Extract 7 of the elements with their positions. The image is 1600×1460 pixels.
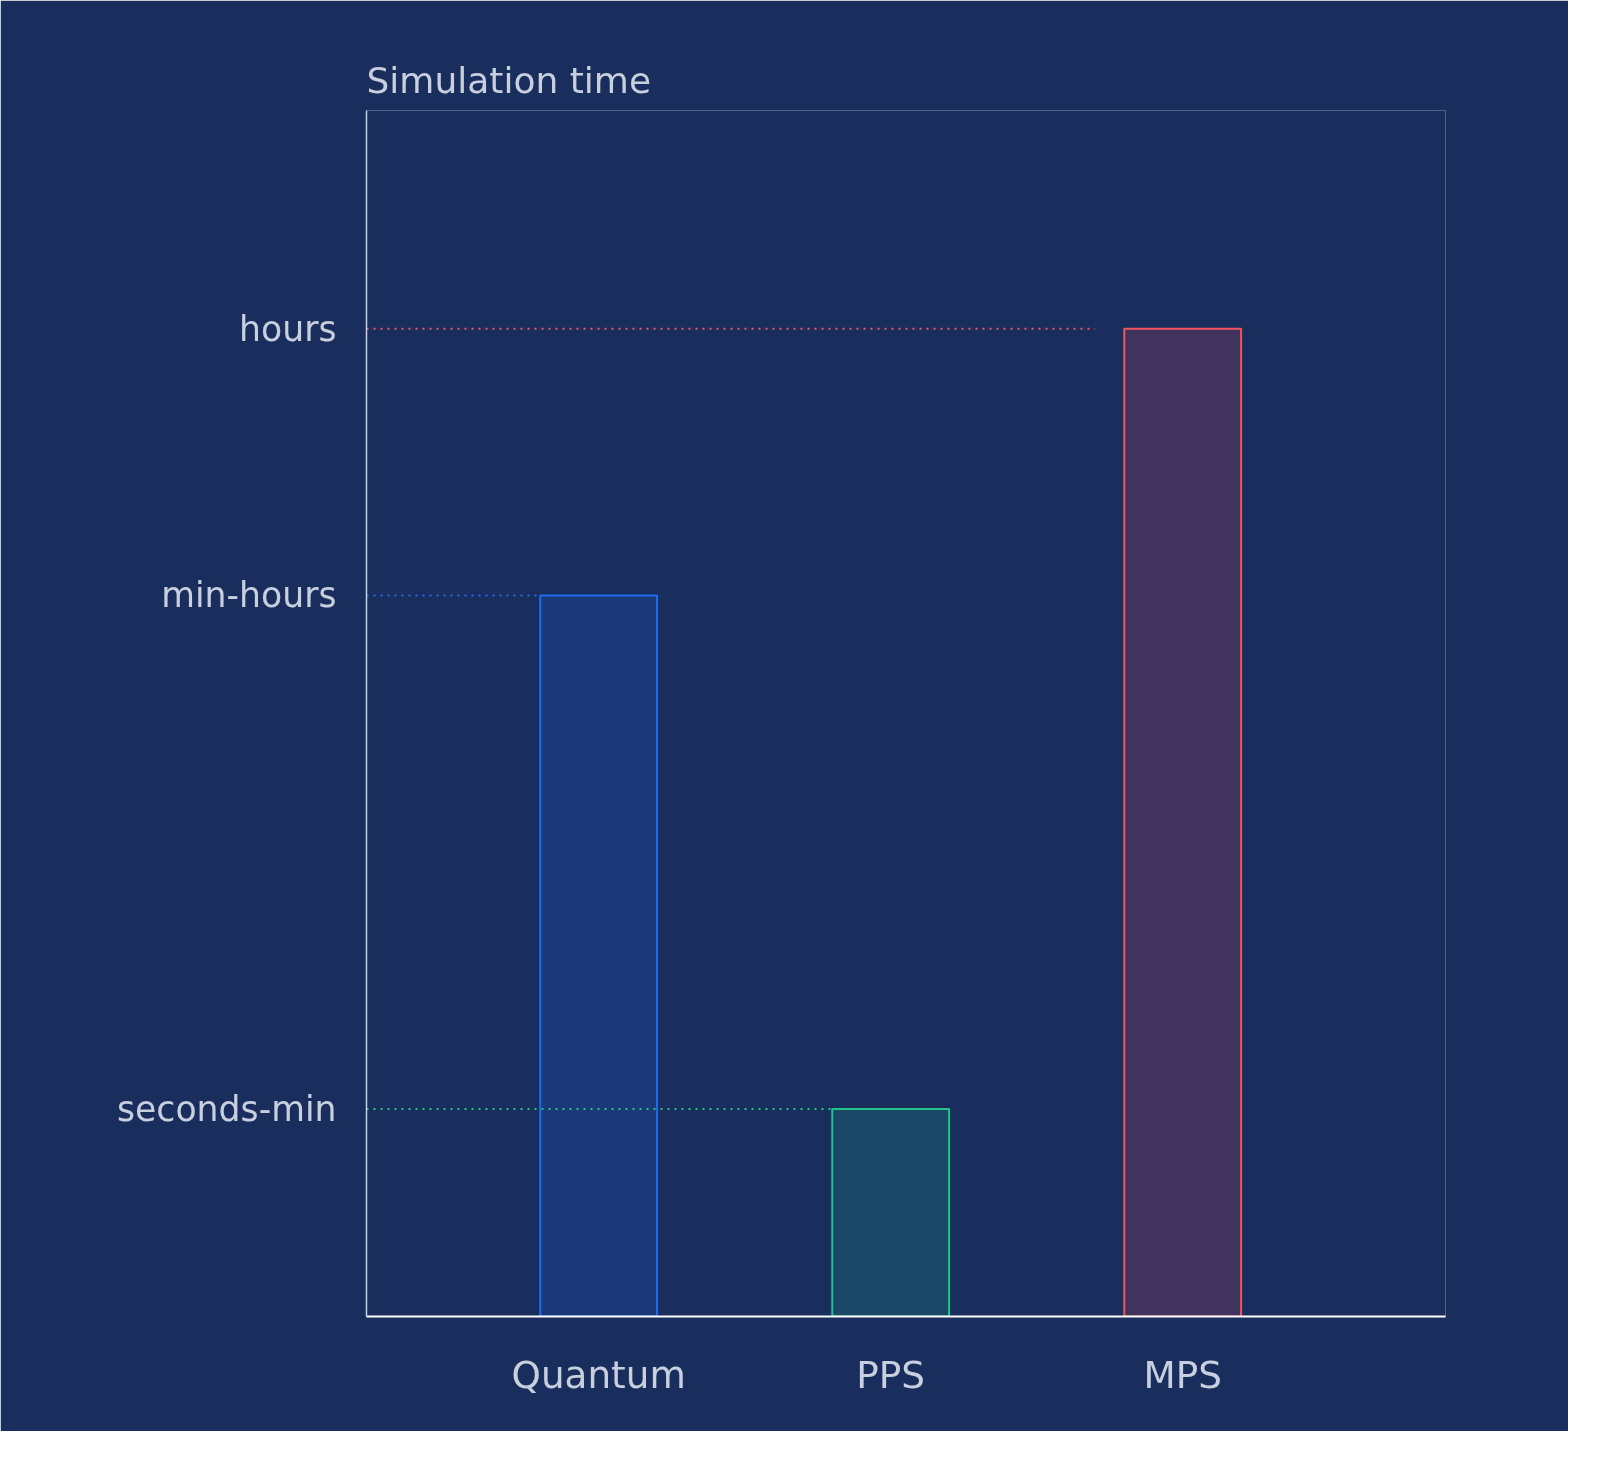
ref-line-label: seconds-min [116, 1089, 337, 1130]
ref-line-label: min-hours [161, 575, 337, 616]
x-tick-label: Quantum [511, 1352, 686, 1397]
x-tick-label: PPS [856, 1352, 926, 1397]
x-tick-label: MPS [1143, 1352, 1222, 1397]
text: Simulation time [366, 59, 652, 101]
ref-line-label: hours [239, 308, 337, 349]
